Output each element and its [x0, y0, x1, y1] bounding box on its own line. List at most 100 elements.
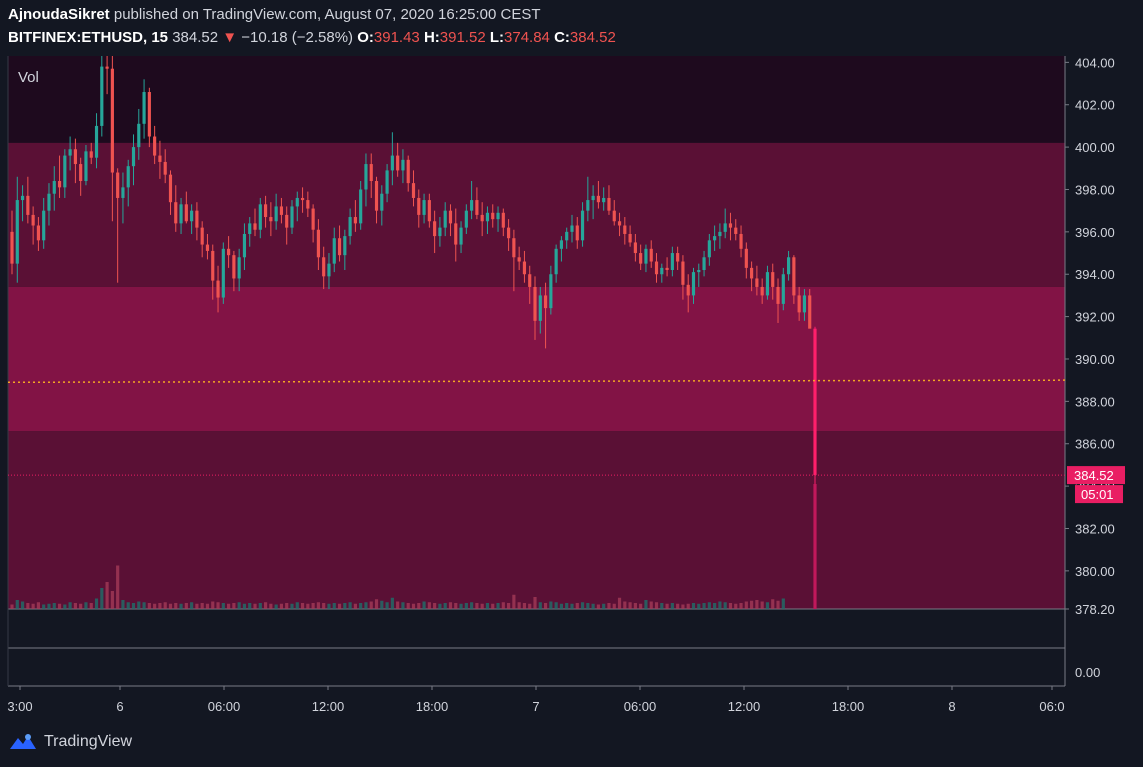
- candle-body[interactable]: [533, 286, 537, 321]
- candle-body[interactable]: [269, 217, 273, 222]
- candle-body[interactable]: [517, 257, 521, 262]
- candle-body[interactable]: [337, 238, 342, 256]
- candle-body[interactable]: [153, 136, 157, 156]
- candle-body[interactable]: [586, 200, 590, 211]
- candle-body[interactable]: [227, 248, 231, 256]
- candle-body[interactable]: [258, 204, 262, 230]
- candle-body[interactable]: [232, 255, 236, 279]
- candle-body[interactable]: [142, 92, 146, 124]
- candle-body[interactable]: [216, 280, 220, 298]
- candle-body[interactable]: [491, 212, 495, 220]
- candle-body[interactable]: [549, 274, 553, 309]
- candle-body[interactable]: [274, 206, 278, 222]
- candle-body[interactable]: [728, 223, 733, 228]
- candle-body[interactable]: [427, 200, 431, 222]
- candle-body[interactable]: [348, 217, 352, 237]
- candle-body[interactable]: [295, 197, 299, 207]
- candle-body[interactable]: [105, 66, 109, 69]
- candle-body[interactable]: [168, 174, 173, 203]
- candle-body[interactable]: [644, 248, 648, 264]
- candle-body[interactable]: [433, 221, 437, 237]
- candle-body[interactable]: [723, 223, 727, 232]
- candle-body[interactable]: [691, 272, 696, 296]
- candle-body[interactable]: [237, 257, 241, 279]
- candle-body[interactable]: [602, 197, 606, 203]
- candle-body[interactable]: [438, 227, 442, 237]
- candle-body[interactable]: [612, 210, 616, 222]
- candle-body[interactable]: [63, 155, 67, 188]
- candle-body[interactable]: [263, 204, 268, 218]
- candle-body[interactable]: [31, 214, 35, 226]
- candle-body[interactable]: [20, 195, 25, 201]
- candle-body[interactable]: [279, 206, 284, 215]
- candle-body[interactable]: [702, 257, 706, 270]
- candle-body[interactable]: [42, 210, 46, 241]
- candle-body[interactable]: [390, 155, 394, 171]
- candle-body[interactable]: [57, 181, 62, 188]
- candle-body[interactable]: [496, 212, 500, 220]
- candle-body[interactable]: [787, 257, 791, 275]
- candle-body[interactable]: [285, 214, 289, 228]
- candle-body[interactable]: [126, 166, 130, 188]
- candle-body[interactable]: [353, 217, 357, 224]
- candle-body[interactable]: [707, 240, 711, 258]
- candle-body[interactable]: [633, 242, 637, 254]
- candle-body[interactable]: [750, 267, 754, 279]
- candle-body[interactable]: [808, 295, 812, 329]
- candle-body[interactable]: [813, 328, 817, 476]
- candle-body[interactable]: [670, 253, 674, 270]
- candle-body[interactable]: [100, 66, 104, 126]
- candle-body[interactable]: [797, 295, 801, 313]
- candle-body[interactable]: [306, 200, 310, 209]
- candle-body[interactable]: [734, 227, 738, 234]
- candle-body[interactable]: [79, 164, 83, 182]
- candle-body[interactable]: [343, 236, 347, 256]
- candle-body[interactable]: [131, 147, 136, 167]
- candle-body[interactable]: [322, 257, 326, 277]
- candle-body[interactable]: [205, 244, 210, 251]
- candle-body[interactable]: [380, 193, 384, 211]
- candle-body[interactable]: [522, 261, 527, 275]
- candle-body[interactable]: [26, 195, 30, 215]
- candle-body[interactable]: [359, 189, 363, 224]
- candle-body[interactable]: [422, 200, 426, 215]
- candle-body[interactable]: [639, 253, 643, 264]
- candle-body[interactable]: [454, 223, 458, 245]
- candle-body[interactable]: [73, 149, 77, 165]
- candle-body[interactable]: [52, 181, 56, 194]
- candle-body[interactable]: [718, 231, 722, 237]
- candle-body[interactable]: [332, 238, 336, 264]
- candle-body[interactable]: [755, 278, 759, 287]
- candle-body[interactable]: [649, 248, 653, 262]
- tradingview-brand[interactable]: TradingView: [8, 733, 132, 751]
- candle-body[interactable]: [591, 195, 595, 201]
- candle-body[interactable]: [485, 212, 490, 222]
- candle-body[interactable]: [697, 269, 701, 273]
- candle-body[interactable]: [94, 125, 99, 158]
- volume-pane-label[interactable]: Vol: [18, 69, 39, 86]
- candle-body[interactable]: [559, 240, 564, 249]
- candle-body[interactable]: [554, 248, 558, 275]
- candle-body[interactable]: [290, 206, 294, 228]
- candle-body[interactable]: [617, 221, 622, 226]
- candle-body[interactable]: [369, 164, 373, 182]
- candle-body[interactable]: [300, 197, 305, 201]
- candle-body[interactable]: [543, 295, 548, 309]
- candle-body[interactable]: [771, 272, 775, 287]
- candle-body[interactable]: [316, 229, 320, 258]
- candle-body[interactable]: [464, 210, 468, 228]
- candle-body[interactable]: [327, 263, 331, 277]
- candle-body[interactable]: [623, 225, 627, 234]
- candle-body[interactable]: [443, 210, 447, 228]
- candle-body[interactable]: [411, 183, 416, 198]
- candle-body[interactable]: [137, 123, 141, 148]
- candle-body[interactable]: [36, 225, 40, 241]
- candle-body[interactable]: [89, 151, 93, 158]
- candle-body[interactable]: [501, 212, 505, 228]
- candle-body[interactable]: [84, 151, 88, 182]
- candle-body[interactable]: [121, 187, 125, 198]
- candle-body[interactable]: [512, 238, 516, 258]
- candle-body[interactable]: [401, 159, 405, 171]
- candle-body[interactable]: [580, 210, 585, 241]
